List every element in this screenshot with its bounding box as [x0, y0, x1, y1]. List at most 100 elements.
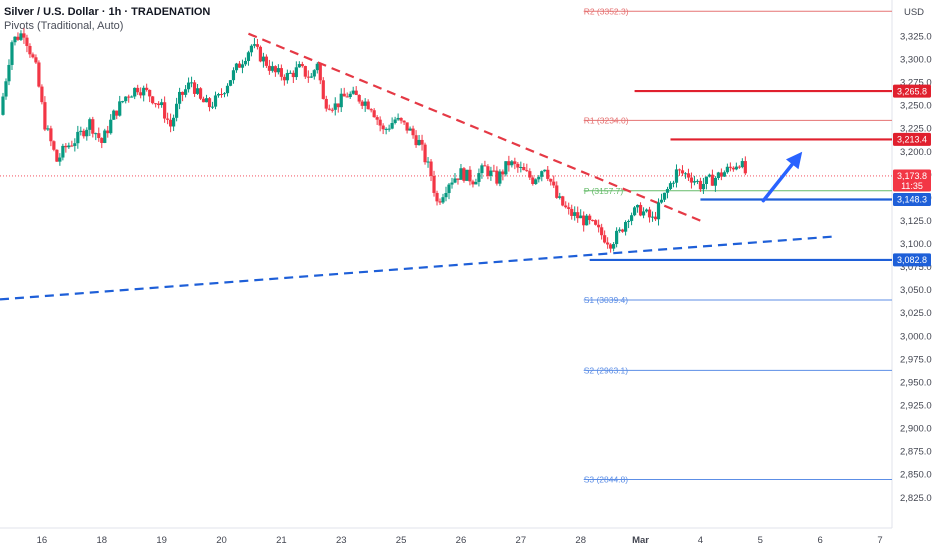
candle-body	[710, 174, 715, 186]
candle-body	[650, 216, 655, 218]
candle-body	[166, 118, 170, 120]
candle-body	[67, 145, 71, 148]
candle-body	[456, 178, 460, 180]
candle-body	[127, 96, 131, 98]
candle-body	[612, 244, 616, 249]
candle-body	[531, 177, 535, 184]
resistance-trendline	[248, 32, 704, 223]
candle-body	[10, 42, 14, 65]
price-badge-label: 3,265.8	[897, 86, 927, 96]
candle-body	[189, 82, 194, 84]
candle-body	[94, 133, 98, 135]
candle-body	[707, 174, 712, 177]
candle-body	[37, 62, 41, 87]
candle-body	[564, 205, 568, 208]
x-tick-label: 19	[156, 535, 167, 546]
candle-body	[285, 72, 289, 81]
candle-body	[444, 193, 448, 198]
candle-body	[438, 201, 442, 203]
candle-body	[228, 80, 233, 86]
candle-body	[342, 93, 346, 97]
y-tick-label: 2,875.0	[900, 447, 932, 458]
candle-body	[64, 145, 68, 148]
candle-body	[606, 242, 610, 245]
x-tick-label: 16	[37, 535, 48, 546]
candle-body	[216, 93, 221, 96]
candle-body	[638, 204, 643, 216]
candle-body	[31, 54, 35, 58]
candle-body	[543, 169, 547, 172]
price-badge	[893, 84, 931, 98]
candle-body	[510, 161, 514, 166]
candle-body	[172, 117, 176, 127]
candle-body	[468, 169, 472, 182]
current-price-badge	[893, 169, 931, 192]
candle-body	[100, 138, 104, 143]
y-tick-label: 3,325.0	[900, 31, 932, 42]
candle-body	[414, 135, 418, 146]
candle-body	[4, 81, 8, 97]
candle-body	[294, 67, 298, 78]
candle-body	[369, 109, 373, 111]
x-tick-label: 23	[336, 535, 347, 546]
candle-body	[204, 98, 209, 103]
candle-body	[351, 90, 355, 94]
candle-body	[582, 215, 586, 226]
candle-body	[139, 92, 143, 96]
candle-body	[734, 166, 738, 170]
y-tick-label: 2,900.0	[900, 424, 932, 435]
candle-body	[504, 161, 508, 175]
candle-body	[336, 103, 340, 108]
candle-body	[680, 170, 685, 174]
candle-body	[315, 63, 319, 71]
candle-body	[273, 66, 277, 73]
candle-body	[534, 179, 538, 184]
bullish-arrow-shaft	[761, 162, 794, 203]
candle-body	[686, 173, 691, 178]
candle-body	[255, 44, 260, 47]
x-tick-label: 26	[456, 535, 467, 546]
candle-body	[396, 117, 400, 120]
candle-body	[300, 64, 304, 67]
candle-body	[420, 139, 424, 145]
candle-body	[163, 102, 167, 119]
candle-body	[603, 235, 607, 243]
candle-body	[207, 98, 212, 108]
y-tick-label: 2,975.0	[900, 354, 932, 365]
candle-body	[704, 176, 709, 185]
candle-body	[677, 169, 682, 171]
candle-body	[426, 161, 430, 163]
candle-body	[363, 101, 367, 106]
candle-body	[570, 208, 574, 216]
candle-body	[567, 207, 571, 209]
price-badge	[893, 192, 931, 206]
candle-body	[219, 93, 224, 95]
candle-body	[459, 168, 463, 180]
price-badge-label: 3,148.3	[897, 195, 927, 205]
price-badge	[893, 132, 931, 146]
candle-body	[133, 87, 137, 97]
candle-body	[1, 96, 5, 115]
candle-body	[402, 120, 406, 123]
candle-body	[737, 166, 741, 168]
candle-body	[175, 103, 179, 118]
candle-body	[61, 145, 65, 158]
candle-body	[597, 224, 601, 228]
candle-body	[151, 96, 155, 104]
candle-body	[641, 211, 646, 216]
candle-body	[591, 220, 595, 222]
candle-body	[49, 128, 53, 142]
candle-body	[261, 56, 266, 62]
current-price-label: 3,173.8	[897, 171, 927, 181]
candle-body	[501, 171, 505, 175]
y-tick-label: 3,000.0	[900, 331, 932, 342]
candle-body	[450, 182, 454, 185]
candle-body	[160, 102, 164, 106]
candle-body	[674, 169, 679, 183]
candle-body	[43, 102, 47, 130]
candle-body	[198, 88, 203, 99]
candle-body	[537, 176, 541, 180]
candle-body	[615, 230, 619, 245]
y-tick-label: 3,125.0	[900, 216, 932, 227]
